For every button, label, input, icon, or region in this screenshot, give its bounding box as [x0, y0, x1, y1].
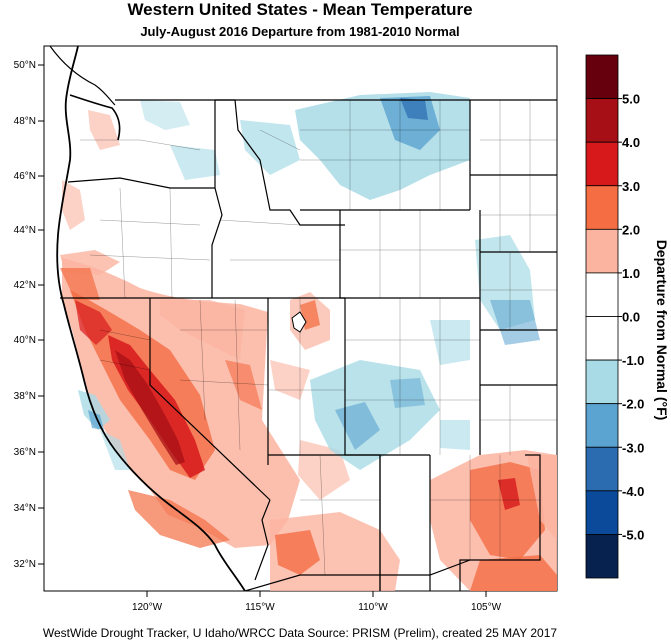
colorbar-swatch — [585, 359, 619, 405]
lat-label: 40°N — [14, 335, 36, 346]
colorbar-tick-label: 4.0 — [622, 135, 640, 150]
colorbar-swatch — [585, 54, 619, 99]
colorbar-swatch — [585, 490, 619, 535]
map-subtitle: July-August 2016 Departure from 1981-201… — [140, 24, 460, 39]
colorbar-tick-label: 5.0 — [622, 92, 640, 107]
pacific-coastline — [56, 46, 246, 591]
colorbar-tick-label: -4.0 — [622, 484, 644, 499]
colorbar-tick-label: 2.0 — [622, 222, 640, 237]
colorbar-title: Departure from Normal (°F) — [654, 240, 670, 421]
colorbar-swatch — [585, 534, 619, 579]
colorbar-tick-label: 1.0 — [622, 266, 640, 281]
credit-line: WestWide Drought Tracker, U Idaho/WRCC D… — [42, 626, 558, 640]
lat-label: 32°N — [14, 559, 36, 570]
colorbar-tick-label: -5.0 — [622, 527, 644, 542]
state-borders — [60, 99, 557, 591]
colorbar-tick-label: -1.0 — [622, 353, 644, 368]
warm-anomaly-regions — [60, 110, 557, 591]
lat-label: 38°N — [14, 391, 36, 402]
lat-label: 44°N — [14, 225, 36, 236]
latitude-axis: 50°N 48°N 46°N 44°N 42°N 40°N 38°N 36°N … — [14, 60, 44, 570]
colorbar-swatch — [585, 316, 619, 361]
colorbar: 5.0 4.0 3.0 2.0 1.0 0.0 -1.0 -2.0 -3.0 -4.0 -5.0 — [585, 54, 644, 579]
colorbar-tick-label: -2.0 — [622, 397, 644, 412]
lat-label: 46°N — [14, 171, 36, 182]
colorbar-swatch — [585, 228, 619, 274]
lat-label: 50°N — [14, 60, 36, 71]
colorbar-tick-label: 0.0 — [622, 310, 640, 325]
lon-label: 120°W — [132, 602, 163, 613]
map-area — [49, 46, 557, 591]
lat-label: 42°N — [14, 280, 36, 291]
cool-anomaly-regions — [78, 92, 540, 470]
colorbar-tick-label: 3.0 — [622, 179, 640, 194]
colorbar-tick-label: -3.0 — [622, 440, 644, 455]
lat-label: 34°N — [14, 503, 36, 514]
colorbar-swatch — [585, 272, 619, 317]
colorbar-swatch — [585, 403, 619, 448]
colorbar-swatch — [585, 141, 619, 187]
lat-label: 48°N — [14, 116, 36, 127]
longitude-axis: 120°W 115°W 110°W 105°W — [132, 591, 502, 613]
colorbar-swatch — [585, 98, 619, 143]
lon-label: 110°W — [358, 602, 388, 613]
colorbar-swatch — [585, 446, 619, 492]
colorbar-swatch — [585, 185, 619, 230]
map-title: Western United States - Mean Temperature — [127, 0, 473, 19]
lon-label: 115°W — [245, 602, 275, 613]
lat-label: 36°N — [14, 447, 36, 458]
lon-label: 105°W — [471, 602, 502, 613]
